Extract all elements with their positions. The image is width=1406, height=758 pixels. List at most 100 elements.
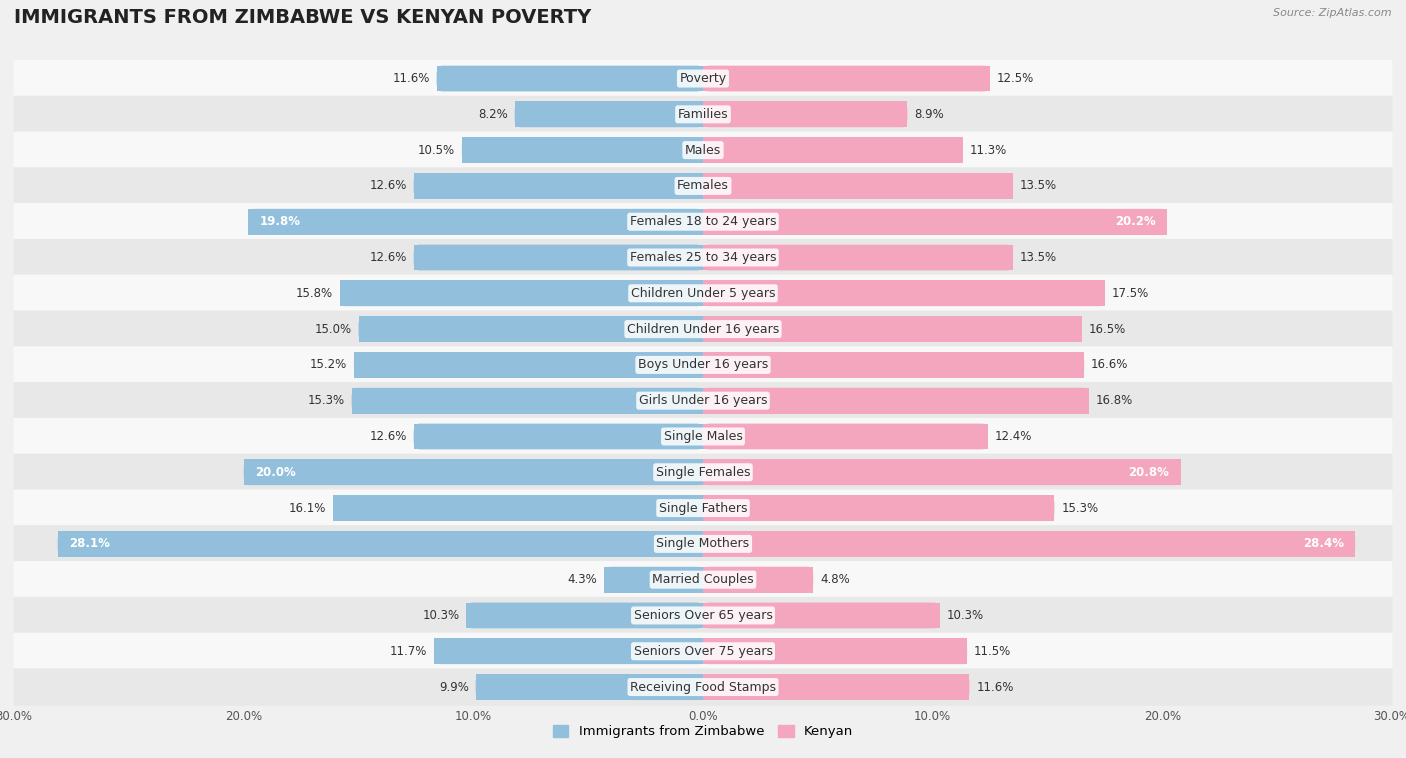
Bar [467, 603, 703, 628]
Legend: Immigrants from Zimbabwe, Kenyan: Immigrants from Zimbabwe, Kenyan [547, 719, 859, 744]
FancyBboxPatch shape [333, 495, 703, 521]
FancyBboxPatch shape [14, 168, 1392, 205]
Text: IMMIGRANTS FROM ZIMBABWE VS KENYAN POVERTY: IMMIGRANTS FROM ZIMBABWE VS KENYAN POVER… [14, 8, 592, 27]
Bar [703, 459, 1181, 485]
Text: 17.5%: 17.5% [1112, 287, 1149, 300]
FancyBboxPatch shape [703, 674, 969, 700]
Bar [413, 173, 703, 199]
FancyBboxPatch shape [703, 424, 988, 449]
Bar [475, 674, 703, 700]
Bar [703, 280, 1105, 306]
FancyBboxPatch shape [703, 567, 813, 593]
Text: Single Mothers: Single Mothers [657, 537, 749, 550]
Text: 20.8%: 20.8% [1128, 465, 1170, 479]
Text: Boys Under 16 years: Boys Under 16 years [638, 359, 768, 371]
FancyBboxPatch shape [703, 316, 1083, 342]
Text: 16.1%: 16.1% [290, 502, 326, 515]
FancyBboxPatch shape [515, 102, 703, 127]
Text: 12.6%: 12.6% [370, 430, 406, 443]
Bar [515, 102, 703, 127]
Text: Single Fathers: Single Fathers [659, 502, 747, 515]
FancyBboxPatch shape [14, 311, 1392, 348]
FancyBboxPatch shape [14, 132, 1392, 169]
Text: Married Couples: Married Couples [652, 573, 754, 586]
Bar [703, 603, 939, 628]
FancyBboxPatch shape [703, 245, 1012, 271]
FancyBboxPatch shape [413, 245, 703, 271]
Bar [703, 316, 1083, 342]
FancyBboxPatch shape [14, 633, 1392, 670]
Text: Girls Under 16 years: Girls Under 16 years [638, 394, 768, 407]
Bar [249, 208, 703, 235]
Text: Females 18 to 24 years: Females 18 to 24 years [630, 215, 776, 228]
FancyBboxPatch shape [58, 531, 703, 556]
Text: Seniors Over 75 years: Seniors Over 75 years [634, 645, 772, 658]
Bar [243, 459, 703, 485]
Bar [703, 388, 1088, 414]
Text: 19.8%: 19.8% [260, 215, 301, 228]
FancyBboxPatch shape [413, 173, 703, 199]
Text: 13.5%: 13.5% [1019, 180, 1057, 193]
Bar [703, 173, 1012, 199]
Bar [461, 137, 703, 163]
FancyBboxPatch shape [703, 137, 963, 163]
FancyBboxPatch shape [467, 603, 703, 628]
Text: 15.8%: 15.8% [297, 287, 333, 300]
FancyBboxPatch shape [14, 239, 1392, 276]
Bar [359, 316, 703, 342]
Text: 11.6%: 11.6% [976, 681, 1014, 694]
Bar [333, 495, 703, 521]
FancyBboxPatch shape [703, 459, 1181, 485]
Bar [703, 495, 1054, 521]
FancyBboxPatch shape [475, 674, 703, 700]
Text: Children Under 16 years: Children Under 16 years [627, 323, 779, 336]
Text: 4.8%: 4.8% [820, 573, 849, 586]
Bar [703, 674, 969, 700]
Text: Seniors Over 65 years: Seniors Over 65 years [634, 609, 772, 622]
Text: 11.6%: 11.6% [392, 72, 430, 85]
Text: Females 25 to 34 years: Females 25 to 34 years [630, 251, 776, 264]
FancyBboxPatch shape [14, 60, 1392, 97]
Text: 20.0%: 20.0% [256, 465, 295, 479]
FancyBboxPatch shape [14, 453, 1392, 491]
Bar [354, 352, 703, 377]
Text: Females: Females [678, 180, 728, 193]
Bar [703, 245, 1012, 271]
Text: 15.3%: 15.3% [1062, 502, 1098, 515]
Text: 12.4%: 12.4% [994, 430, 1032, 443]
FancyBboxPatch shape [703, 638, 967, 664]
FancyBboxPatch shape [14, 418, 1392, 455]
Bar [340, 280, 703, 306]
FancyBboxPatch shape [434, 638, 703, 664]
FancyBboxPatch shape [14, 490, 1392, 527]
Text: Source: ZipAtlas.com: Source: ZipAtlas.com [1274, 8, 1392, 17]
FancyBboxPatch shape [703, 66, 990, 92]
Text: 13.5%: 13.5% [1019, 251, 1057, 264]
FancyBboxPatch shape [14, 561, 1392, 598]
Text: Receiving Food Stamps: Receiving Food Stamps [630, 681, 776, 694]
FancyBboxPatch shape [461, 137, 703, 163]
FancyBboxPatch shape [703, 208, 1167, 235]
FancyBboxPatch shape [703, 603, 939, 628]
Text: 16.5%: 16.5% [1088, 323, 1126, 336]
FancyBboxPatch shape [359, 316, 703, 342]
FancyBboxPatch shape [14, 346, 1392, 384]
FancyBboxPatch shape [703, 173, 1012, 199]
Text: Families: Families [678, 108, 728, 121]
Bar [703, 638, 967, 664]
FancyBboxPatch shape [703, 352, 1084, 377]
FancyBboxPatch shape [703, 102, 907, 127]
FancyBboxPatch shape [703, 531, 1355, 556]
FancyBboxPatch shape [703, 280, 1105, 306]
Text: 10.3%: 10.3% [422, 609, 460, 622]
Bar [703, 102, 907, 127]
Bar [413, 245, 703, 271]
FancyBboxPatch shape [354, 352, 703, 377]
Text: 8.2%: 8.2% [478, 108, 508, 121]
FancyBboxPatch shape [413, 424, 703, 449]
Bar [703, 531, 1355, 556]
Bar [413, 424, 703, 449]
Text: 8.9%: 8.9% [914, 108, 943, 121]
Text: 15.3%: 15.3% [308, 394, 344, 407]
FancyBboxPatch shape [249, 208, 703, 235]
